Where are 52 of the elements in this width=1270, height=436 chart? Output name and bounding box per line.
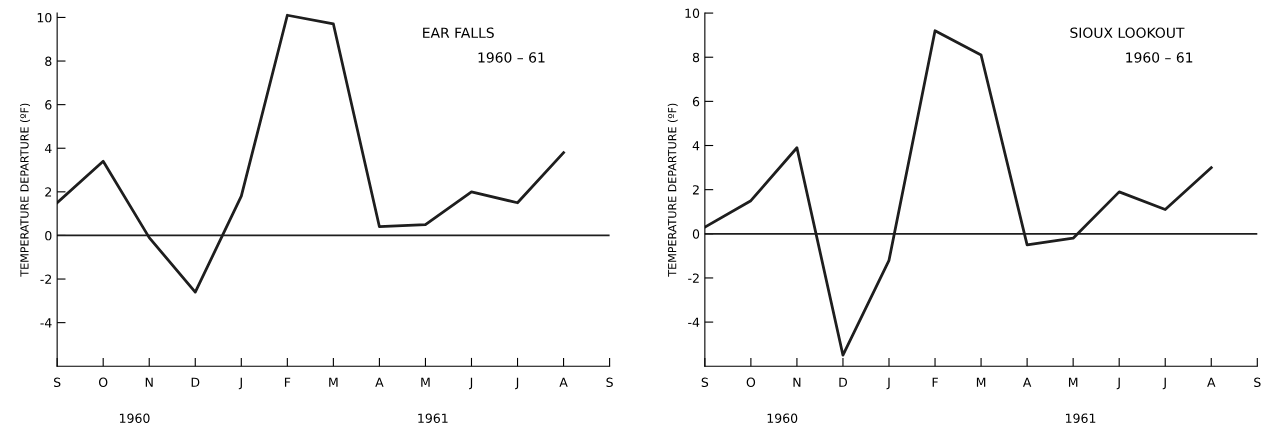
y-tick-label: 0: [692, 229, 700, 239]
text: SIOUX LOOKOUT: [1070, 27, 1185, 38]
y-tick-label: 0: [45, 230, 52, 241]
x-tick-label: J: [238, 377, 242, 390]
x-tick-label: S: [1254, 377, 1261, 388]
y-tick-label: 2: [692, 185, 699, 195]
text: 1960 – 61: [478, 52, 545, 63]
x-tick-label: S: [701, 377, 709, 388]
x-tick-label: J: [1162, 377, 1166, 390]
text: 1960 – 61: [1126, 52, 1193, 63]
text: 1960: [767, 413, 798, 423]
y-tick-label: -4: [688, 317, 700, 327]
y-axis-title: TEMPERATURE DEPARTURE (ºF): [667, 103, 678, 277]
x-tick-label: O: [746, 377, 756, 388]
x-tick-label: M: [421, 377, 430, 387]
x-tick-label: J: [515, 377, 519, 390]
x-tick-label: N: [145, 377, 153, 387]
y-tick-label: -4: [40, 318, 52, 328]
y-tick-label: 10: [685, 8, 700, 19]
y-tick-label: 8: [45, 56, 52, 66]
x-tick-label: D: [191, 377, 200, 387]
x-tick-label: A: [559, 377, 568, 387]
x-tick-label: O: [98, 377, 108, 388]
x-tick-label: F: [284, 377, 291, 387]
x-tick-label: J: [1116, 377, 1120, 390]
text: 1961: [418, 413, 448, 423]
y-tick-label: 4: [692, 141, 700, 151]
x-tick-label: J: [886, 377, 890, 390]
x-tick-label: F: [932, 377, 938, 387]
text: 1960: [119, 413, 150, 423]
text: 1961: [1065, 413, 1096, 423]
y-axis-title: TEMPERATURE DEPARTURE (ºF): [20, 103, 30, 277]
y-tick-label: 10: [37, 12, 52, 23]
text: EAR FALLS: [423, 27, 494, 38]
x-tick-label: D: [839, 377, 848, 387]
x-tick-label: J: [469, 377, 473, 390]
y-tick-label: 6: [45, 100, 52, 110]
y-tick-label: 6: [692, 96, 700, 107]
y-tick-label: 2: [45, 187, 52, 197]
y-tick-label: -2: [688, 273, 699, 283]
x-tick-label: N: [793, 377, 801, 387]
x-tick-label: S: [54, 377, 61, 388]
x-tick-label: M: [1068, 377, 1078, 387]
y-tick-label: 8: [692, 52, 700, 63]
x-tick-label: M: [976, 377, 986, 387]
x-tick-label: A: [1022, 377, 1032, 387]
x-tick-label: A: [375, 377, 384, 387]
x-tick-label: S: [606, 377, 613, 388]
y-tick-label: -2: [40, 274, 52, 284]
y-tick-label: 4: [44, 143, 52, 153]
x-tick-label: M: [329, 377, 338, 387]
x-tick-label: A: [1207, 377, 1216, 387]
